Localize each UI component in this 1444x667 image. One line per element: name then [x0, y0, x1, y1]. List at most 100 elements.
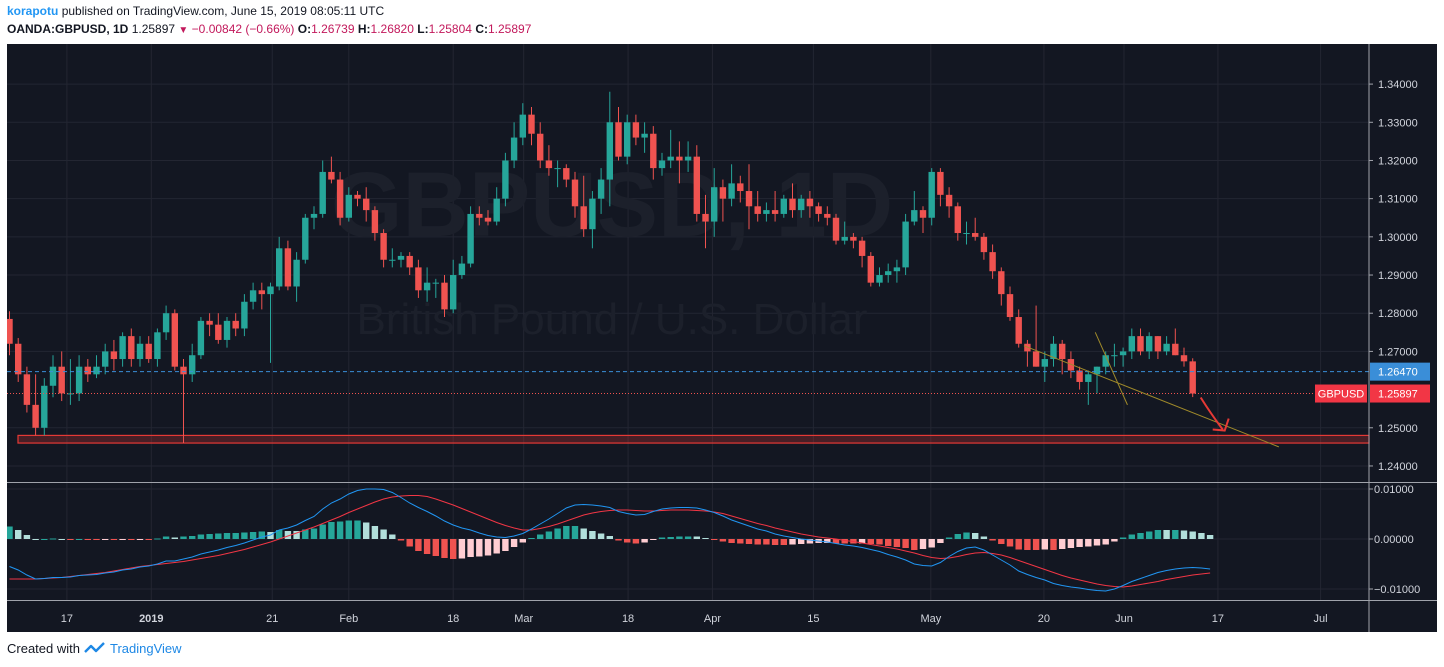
- candle-body: [676, 156, 683, 161]
- candle-body: [363, 198, 370, 211]
- candle-body: [1137, 336, 1144, 352]
- candle-body: [484, 217, 492, 222]
- histogram-bar: [1085, 539, 1092, 547]
- histogram-bar: [345, 520, 352, 539]
- candle-body: [1076, 370, 1083, 382]
- x-tick-label: 17: [1212, 613, 1224, 625]
- histogram-bar: [162, 536, 170, 539]
- candle-body: [136, 343, 144, 360]
- candle-body: [502, 160, 509, 199]
- candle-body: [1059, 343, 1066, 360]
- candle-body: [1015, 317, 1022, 344]
- histogram-bar: [1093, 539, 1101, 546]
- candle-body: [858, 240, 866, 256]
- candle-body: [415, 267, 422, 291]
- candle-body: [998, 271, 1005, 295]
- x-tick-label: May: [920, 613, 941, 625]
- histogram-bar: [1015, 539, 1022, 550]
- candle-body: [284, 248, 292, 287]
- high-value: 1.26820: [370, 22, 414, 36]
- candle-body: [441, 282, 448, 310]
- candle-body: [241, 301, 248, 329]
- candle-body: [206, 320, 213, 325]
- candle-body: [1189, 361, 1196, 394]
- histogram-bar: [58, 539, 65, 540]
- candle-body: [1085, 374, 1092, 382]
- x-tick-label: 15: [807, 613, 819, 625]
- histogram-bar: [467, 539, 474, 557]
- y-tick-label: 1.32000: [1378, 155, 1418, 167]
- histogram-bar: [319, 524, 326, 539]
- histogram-bar: [1180, 530, 1188, 539]
- histogram-bar: [580, 528, 587, 539]
- histogram-bar: [606, 536, 613, 539]
- histogram-bar: [589, 531, 596, 539]
- candle-body: [519, 114, 526, 138]
- histogram-bar: [41, 539, 48, 540]
- histogram-bar: [1137, 533, 1144, 539]
- candle-body: [571, 179, 579, 207]
- macd-line: [9, 488, 1211, 592]
- candle-body: [554, 168, 561, 170]
- candle-body: [771, 210, 779, 214]
- y-tick-label: 1.31000: [1378, 194, 1418, 206]
- trendline: [1023, 345, 1280, 448]
- histogram-bar: [249, 532, 257, 539]
- candle-body: [580, 206, 587, 230]
- candle-body: [702, 213, 709, 222]
- histogram-bar: [989, 539, 996, 541]
- histogram-bar: [980, 536, 988, 539]
- candle-body: [641, 133, 648, 138]
- candle-body: [1146, 336, 1153, 352]
- histogram-bar: [1067, 539, 1075, 548]
- last-price: 1.25897: [131, 22, 176, 36]
- histogram-bar: [545, 531, 553, 539]
- candle-body: [754, 206, 761, 214]
- histogram-bar: [728, 539, 735, 543]
- histogram-bar: [49, 538, 57, 540]
- price-chart[interactable]: GBPUSD, 1D British Pound / U.S. Dollar 1…: [7, 44, 1437, 632]
- histogram-bar: [528, 538, 535, 539]
- candle-body: [93, 366, 100, 375]
- candle-body: [232, 320, 239, 329]
- histogram-bar: [832, 539, 840, 544]
- x-tick-label: Mar: [514, 613, 533, 625]
- x-tick-label: Jun: [1115, 613, 1133, 625]
- candle-body: [545, 160, 553, 169]
- candle-body: [719, 187, 727, 199]
- candle-body: [911, 210, 918, 222]
- candle-body: [597, 179, 605, 199]
- candle-body: [450, 275, 457, 310]
- footer: Created with TradingView: [7, 641, 182, 656]
- histogram-bar: [893, 539, 901, 547]
- close-label: C:: [475, 22, 488, 36]
- candle-body: [458, 263, 466, 276]
- histogram-bar: [7, 526, 13, 539]
- x-tick-label: Apr: [704, 613, 721, 625]
- candle-body: [258, 290, 265, 295]
- histogram-bar: [171, 537, 178, 539]
- candle-body: [893, 267, 901, 272]
- author-link[interactable]: korapotu: [7, 4, 59, 18]
- symbol-label: OANDA:GBPUSD, 1D: [7, 22, 129, 36]
- histogram-bar: [197, 534, 205, 539]
- histogram-bar: [415, 539, 422, 551]
- histogram-bar: [945, 537, 953, 539]
- histogram-bar: [293, 531, 300, 539]
- grid: [7, 44, 1369, 600]
- macd-tick-label: 0.00000: [1374, 534, 1414, 546]
- histogram-bar: [1006, 539, 1014, 547]
- brand-link[interactable]: TradingView: [109, 641, 182, 656]
- histogram-bar: [972, 533, 979, 539]
- histogram-bar: [745, 539, 753, 544]
- candle-body: [267, 286, 274, 295]
- histogram-bar: [711, 539, 718, 540]
- candle-body: [23, 374, 31, 405]
- histogram-bar: [258, 531, 265, 539]
- watermark-name: British Pound / U.S. Dollar: [356, 295, 867, 344]
- histogram-bar: [771, 539, 779, 545]
- candle-body: [302, 217, 309, 260]
- candle-body: [589, 198, 596, 230]
- histogram-bar: [502, 539, 509, 551]
- candle-body: [650, 133, 657, 169]
